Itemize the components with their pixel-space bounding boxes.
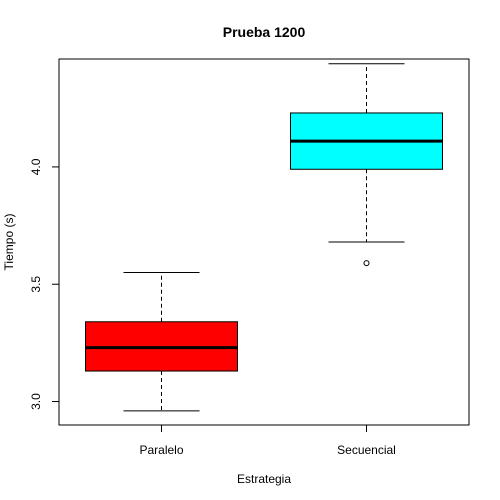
y-tick-label: 3.0 (29, 393, 43, 410)
x-tick-label: Paralelo (139, 443, 183, 457)
y-axis: 3.0 3.5 4.0 (29, 158, 59, 410)
outlier-point (363, 260, 370, 267)
x-axis: Paralelo Secuencial (139, 425, 396, 457)
x-axis-label: Estrategia (237, 472, 291, 486)
y-axis-label: Tiempo (s) (2, 214, 16, 271)
plot-frame (58, 58, 470, 426)
x-tick-label: Secuencial (337, 443, 396, 457)
boxes-group (85, 63, 443, 412)
y-tick-label: 4.0 (29, 158, 43, 175)
y-tick-label: 3.5 (29, 276, 43, 293)
chart-title: Prueba 1200 (223, 24, 306, 40)
